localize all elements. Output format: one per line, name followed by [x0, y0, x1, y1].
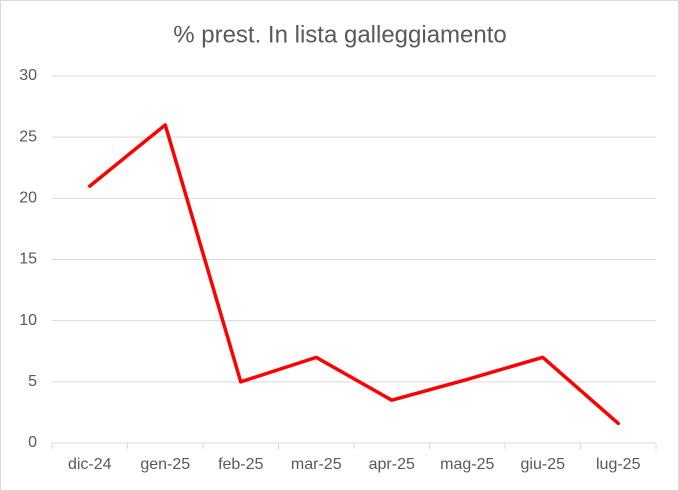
x-tick-label: dic-24 — [68, 456, 112, 473]
y-tick-label: 25 — [19, 128, 37, 145]
y-tick-label: 20 — [19, 190, 37, 207]
y-tick-label: 15 — [19, 251, 37, 268]
x-tick-label: gen-25 — [140, 456, 190, 473]
data-line — [88, 123, 620, 426]
y-tick-label: 0 — [28, 434, 37, 451]
chart-title: % prest. In lista galleggiamento — [173, 21, 507, 48]
x-tick-label: apr-25 — [369, 456, 415, 473]
x-tick-label: mar-25 — [291, 456, 342, 473]
y-tick-label: 5 — [28, 373, 37, 390]
x-tick-label: lug-25 — [596, 456, 641, 473]
x-tick-label: mag-25 — [440, 456, 494, 473]
y-tick-label: 30 — [19, 67, 37, 84]
x-tick-label: giu-25 — [521, 456, 566, 473]
y-tick-label: 10 — [19, 312, 37, 329]
x-tick-label: feb-25 — [218, 456, 263, 473]
